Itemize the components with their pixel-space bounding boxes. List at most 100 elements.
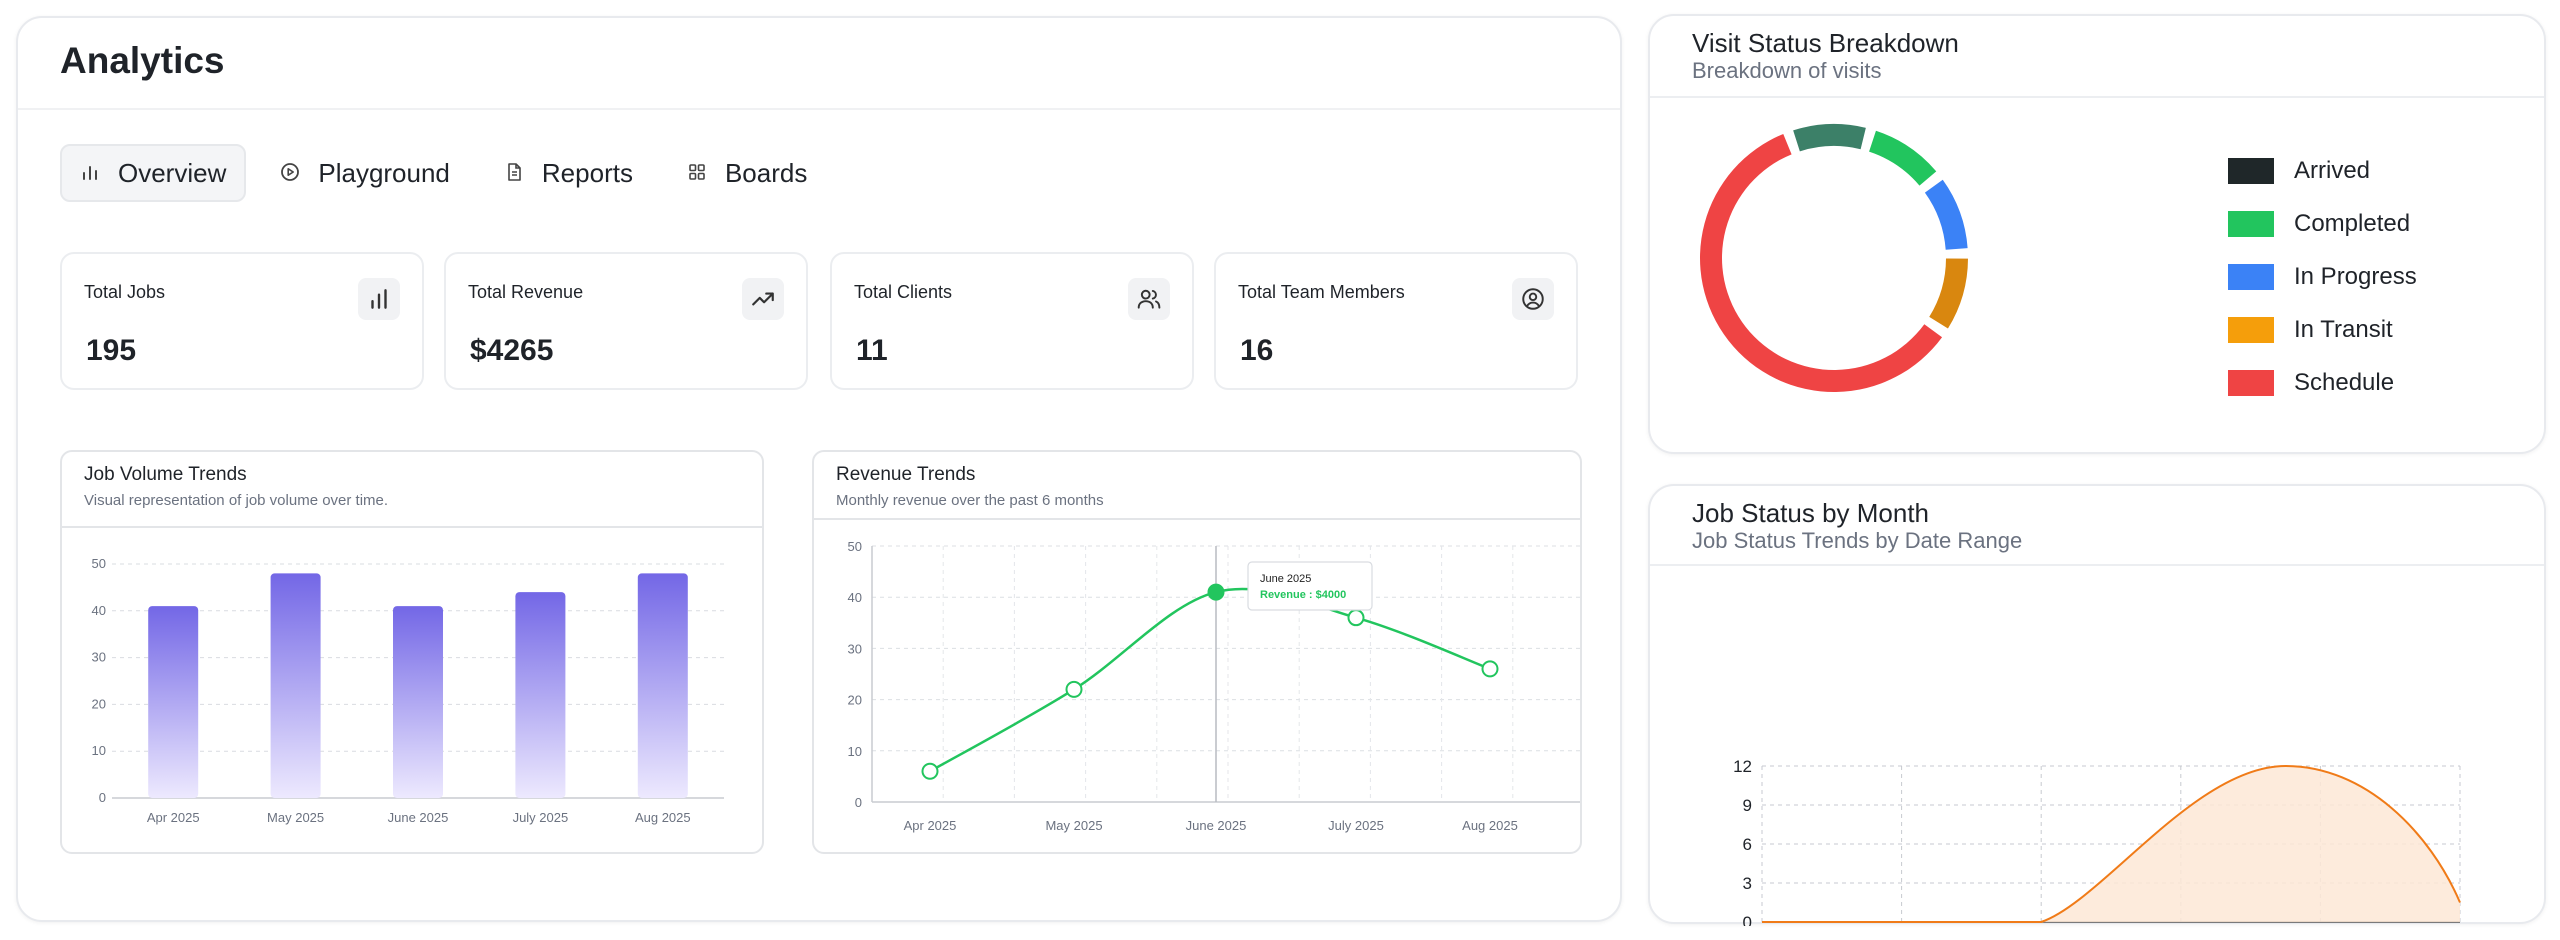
visit-status-donut-chart [1700,124,1968,393]
data-point [1065,680,1083,698]
legend-item[interactable]: In Transit [2228,303,2417,356]
card-subtitle: Job Status Trends by Date Range [1692,528,2023,553]
y-tick-label: 30 [848,641,862,656]
y-tick-label: 10 [92,743,106,758]
trending-up-icon [742,278,784,320]
data-point [1347,609,1365,627]
y-tick-label: 40 [92,603,106,618]
tab-boards[interactable]: Boards [667,144,827,202]
chart-tooltip: June 2025 Revenue : $4000 [1247,561,1373,611]
chart-title: Job Volume Trends [84,464,247,485]
data-point [1481,660,1499,678]
analytics-card: Analytics Overview Playground Reports Bo… [16,16,1622,922]
legend-item[interactable]: Schedule [2228,356,2417,409]
y-tick-label: 9 [1743,796,1752,815]
card-subtitle: Breakdown of visits [1692,58,1882,83]
chart-divider [814,518,1580,520]
y-tick-label: 30 [92,650,106,665]
legend-label: Completed [2294,209,2411,237]
chart-legend: Arrived Completed In Progress In Transit Sch… [2228,144,2417,409]
tooltip-box [1247,561,1373,611]
y-tick-label: 0 [1743,913,1752,926]
donut-slice [1924,179,1968,250]
bar-chart-icon [80,158,100,189]
card-title: Visit Status Breakdown [1692,28,1959,58]
page-title: Analytics [60,40,225,81]
card-divider [1650,564,2544,566]
active-data-point [1207,583,1225,601]
stat-card-total-revenue[interactable]: Total Revenue $4265 [444,252,808,390]
tab-overview-label: Overview [118,157,227,188]
legend-label: In Progress [2294,262,2417,290]
y-tick-label: 10 [848,744,862,759]
grid-icon [687,158,707,189]
y-tick-label: 20 [92,696,106,711]
tab-playground[interactable]: Playground [260,144,470,202]
x-tick-label: Apr 2025 [904,818,957,833]
y-tick-label: 6 [1743,835,1752,854]
bar [148,606,199,798]
stat-label: Total Team Members [1238,282,1405,302]
job-volume-chart-card: Job Volume Trends Visual representation … [60,450,764,854]
x-tick-label: May 2025 [1045,818,1102,833]
card-title: Job Status by Month [1692,498,1930,528]
x-tick-label: Apr 2025 [147,810,200,825]
tab-playground-label: Playground [318,157,450,188]
legend-item[interactable]: In Progress [2228,250,2417,303]
legend-swatch [2228,210,2274,237]
stat-card-total-jobs[interactable]: Total Jobs 195 [60,252,424,390]
bar [515,592,566,798]
donut-slice [1929,258,1968,329]
donut-slice [1869,130,1937,186]
bar-chart-icon [358,278,400,320]
chart-subtitle: Monthly revenue over the past 6 months [836,492,1104,509]
legend-item[interactable]: Arrived [2228,144,2417,197]
legend-swatch [2228,316,2274,343]
bar [393,606,443,798]
users-icon [1128,278,1170,320]
y-tick-label: 50 [848,539,862,554]
stat-label: Total Jobs [84,282,166,302]
legend-swatch [2228,263,2274,290]
revenue-line-chart[interactable]: 0 10 20 30 40 50 Apr 2025 May 2025 June 2025 July… [814,452,1582,854]
revenue-chart-card: Revenue Trends Monthly revenue over the … [812,450,1582,854]
card-divider [1650,96,2544,98]
bar [270,573,321,798]
play-circle-icon [280,158,300,189]
stat-card-total-team-members[interactable]: Total Team Members 16 [1214,252,1578,390]
tab-reports[interactable]: Reports [484,144,653,202]
y-tick-label: 50 [92,556,106,571]
document-icon [504,158,524,189]
legend-label: Arrived [2294,156,2371,184]
x-tick-label: June 2025 [388,810,449,825]
revenue-series-line [929,587,1491,773]
tooltip-value: Revenue : $4000 [1260,589,1346,601]
bar [637,573,688,798]
x-tick-label: July 2025 [513,810,569,825]
y-tick-label: 20 [848,693,862,708]
legend-item[interactable]: Completed [2228,197,2417,250]
visit-status-card: Visit Status Breakdown Breakdown of visi… [1648,14,2546,454]
tab-bar: Overview Playground Reports Boards [60,144,827,202]
user-circle-icon [1512,278,1554,320]
job-status-card: Job Status by Month Job Status Trends by… [1648,484,2546,926]
chart-title: Revenue Trends [836,464,976,485]
x-tick-label: Aug 2025 [635,810,691,825]
area-series-line [1762,764,2461,923]
job-volume-bar-chart: 0 10 20 30 40 50 Apr 2025 May 2025 June 2025 July… [92,556,724,825]
stat-card-total-clients[interactable]: Total Clients 11 [830,252,1194,390]
stat-value: 195 [86,334,137,367]
tab-boards-label: Boards [724,157,808,188]
y-tick-label: 0 [855,795,862,810]
y-tick-label: 3 [1743,874,1752,893]
legend-swatch [2228,369,2274,396]
x-tick-label: Aug 2025 [1462,818,1518,833]
x-tick-label: May 2025 [267,810,324,825]
tab-overview[interactable]: Overview [60,144,247,202]
stat-value: $4265 [470,334,554,367]
tab-reports-label: Reports [541,157,633,188]
area-fill [1762,766,2460,922]
legend-label: Schedule [2294,368,2395,396]
tooltip-title: June 2025 [1260,573,1311,585]
chart-subtitle: Visual representation of job volume over… [84,492,389,509]
